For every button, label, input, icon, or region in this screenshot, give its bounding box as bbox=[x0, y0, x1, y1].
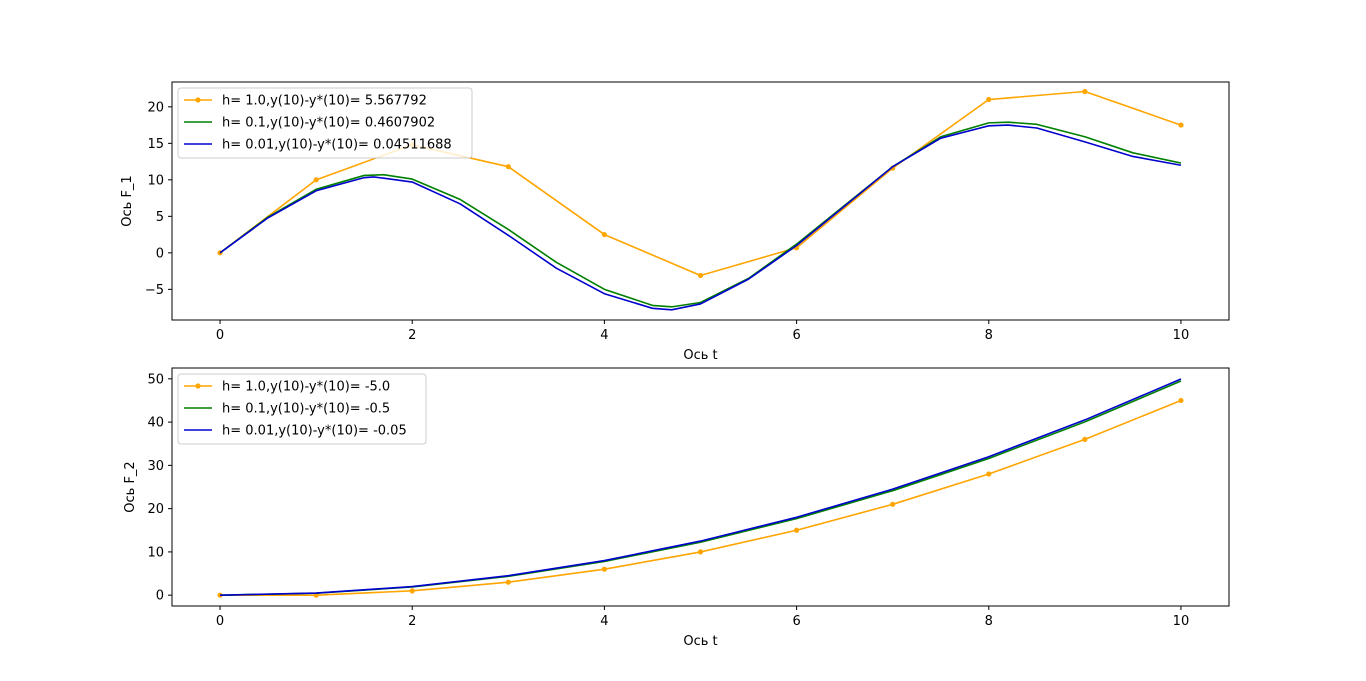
y-tick-label: 10 bbox=[147, 545, 164, 560]
data-point bbox=[601, 231, 608, 238]
y-tick-label: 50 bbox=[147, 372, 164, 387]
data-point bbox=[601, 566, 608, 572]
x-tick-label: 10 bbox=[1173, 614, 1190, 629]
data-point bbox=[697, 549, 704, 555]
x-tick-label: 6 bbox=[792, 328, 800, 343]
subplot-1: 0 2 4 6 8 10 −5 0 5 10 15 20 Ось t Ось F_1 h= 1.0,y(10… bbox=[120, 81, 1230, 363]
x-tick-label: 4 bbox=[600, 614, 608, 629]
y-tick-label: 20 bbox=[147, 502, 164, 517]
legend: h= 1.0,y(10)-y*(10)= -5.0 h= 0.1,y(10)-y*… bbox=[177, 373, 427, 445]
x-tick-label: 0 bbox=[216, 614, 224, 629]
legend-marker bbox=[195, 97, 201, 103]
data-point bbox=[505, 164, 511, 170]
x-tick-label: 2 bbox=[408, 328, 416, 343]
x-tick-label: 6 bbox=[792, 614, 800, 629]
legend-label-3: h= 0.01,y(10)-y*(10)= -0.05 bbox=[222, 424, 407, 439]
y-axis-label: Ось F_2 bbox=[123, 461, 138, 512]
y-tick-label: 0 bbox=[156, 589, 164, 604]
data-point bbox=[890, 501, 896, 507]
legend-label-2: h= 0.1,y(10)-y*(10)= -0.5 bbox=[222, 402, 390, 417]
y-tick-label: −5 bbox=[145, 283, 164, 298]
legend: h= 1.0,y(10)-y*(10)= 5.567792 h= 0.1,y(10… bbox=[177, 87, 473, 159]
series-line-3 bbox=[219, 124, 1182, 311]
x-tick-label: 8 bbox=[985, 328, 993, 343]
y-tick-label: 0 bbox=[156, 246, 164, 261]
x-tick-label: 4 bbox=[600, 328, 608, 343]
y-tick-label: 10 bbox=[147, 173, 164, 188]
legend-box bbox=[177, 373, 427, 445]
legend-label-1: h= 1.0,y(10)-y*(10)= -5.0 bbox=[222, 380, 390, 395]
data-point bbox=[409, 588, 415, 594]
y-tick-label: 40 bbox=[147, 416, 164, 431]
legend-marker bbox=[195, 383, 201, 389]
x-axis-label: Ось t bbox=[683, 634, 717, 649]
x-tick-label: 10 bbox=[1173, 328, 1190, 343]
data-point bbox=[986, 96, 992, 103]
subplot-2: 0 2 4 6 8 10 0 10 20 30 40 50 Ось t Ось F_2 h= 1.0,y(1… bbox=[123, 367, 1230, 649]
axes-frame bbox=[171, 81, 1230, 321]
data-point bbox=[697, 272, 704, 279]
axes-frame bbox=[171, 367, 1230, 607]
legend-label-1: h= 1.0,y(10)-y*(10)= 5.567792 bbox=[222, 94, 427, 109]
y-axis-label: Ось F_1 bbox=[120, 175, 135, 226]
plot-area-2 bbox=[217, 378, 1184, 598]
series-line-2 bbox=[219, 121, 1182, 308]
data-point bbox=[986, 471, 992, 477]
data-point bbox=[505, 579, 511, 585]
series-line-3 bbox=[220, 378, 1182, 596]
x-tick-label: 8 bbox=[985, 614, 993, 629]
data-point bbox=[1082, 436, 1088, 442]
data-point bbox=[793, 527, 800, 533]
x-tick-label: 0 bbox=[216, 328, 224, 343]
y-tick-label: 30 bbox=[147, 459, 164, 474]
data-point bbox=[1178, 397, 1184, 404]
y-tick-label: 5 bbox=[156, 210, 164, 225]
data-point bbox=[1178, 122, 1184, 128]
legend-label-3: h= 0.01,y(10)-y*(10)= 0.04511688 bbox=[222, 138, 452, 153]
legend-label-2: h= 0.1,y(10)-y*(10)= 0.4607902 bbox=[222, 116, 435, 131]
data-point bbox=[313, 177, 319, 183]
y-tick-label: 15 bbox=[147, 137, 164, 152]
legend-box bbox=[177, 87, 473, 159]
x-tick-label: 2 bbox=[408, 614, 416, 629]
data-point bbox=[1082, 88, 1088, 95]
y-tick-label: 20 bbox=[147, 100, 164, 115]
x-axis-label: Ось t bbox=[683, 348, 717, 363]
data-point bbox=[217, 592, 223, 598]
